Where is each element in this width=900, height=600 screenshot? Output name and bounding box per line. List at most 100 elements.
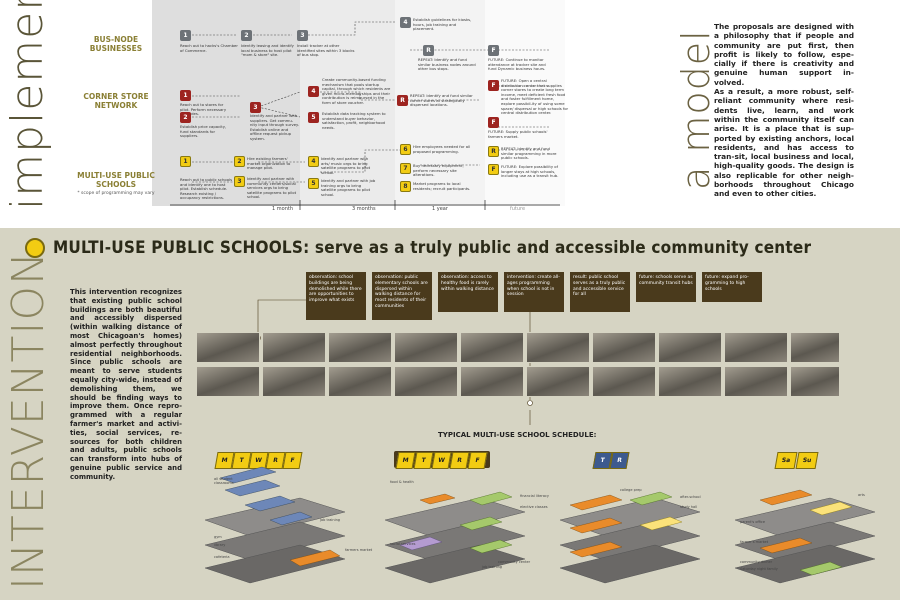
node-ms-8: 8: [400, 181, 411, 192]
intervention-heading-text: MULTI-USE PUBLIC SCHOOLS: serve as a tru…: [53, 238, 812, 258]
observation-box-7: future: expand pro-gramming to high scho…: [702, 272, 762, 302]
school-photo-16: [526, 366, 590, 397]
node-cs-repeat: R: [397, 95, 408, 106]
diagram-label-college-prep: college prep: [620, 488, 642, 492]
school-photo-13: [328, 366, 392, 397]
node-cs-future-1: F: [488, 80, 499, 91]
node-text-cs-3: Identify and partner with suppliers. Get…: [250, 113, 299, 141]
diagram-label-parents-office: parent's office: [740, 520, 765, 524]
school-photo-14: [394, 366, 458, 397]
timeline-band-2: [300, 0, 395, 206]
school-photo-19: [724, 366, 788, 397]
node-text-ms-6: Hire employees needed for all proposed p…: [413, 144, 471, 154]
bullet-dot-icon: [25, 238, 45, 258]
diagram-label-study-hall: study hall: [680, 505, 698, 509]
timeline-label-1-year: 1 year: [432, 206, 448, 212]
diagram-label-elective: elective classes: [520, 505, 548, 509]
row-label-text: MULTI-USE PUBLIC SCHOOLS: [77, 171, 155, 189]
school-photo-20: [790, 366, 840, 397]
school-photo-18: [658, 366, 722, 397]
node-ms-2: 2: [234, 156, 245, 167]
node-ms-6: 6: [400, 144, 411, 155]
observation-box-6: future: schools serve as community trans…: [636, 272, 696, 302]
node-cs-2: 2: [180, 112, 191, 123]
schedule-diagram-after-school: [384, 491, 526, 584]
diagram-label-community-center: community center: [498, 560, 531, 564]
node-text-cs-repeat: REPEAT: Identify and fund similar corner…: [410, 93, 473, 108]
node-ms-3: 3: [234, 176, 245, 187]
node-text-bus-future: FUTURE: Continue to monitor attendance a…: [488, 57, 546, 72]
node-text-ms-1: Reach out to public schools and identify…: [180, 177, 233, 201]
node-bus-2: 2: [241, 30, 252, 41]
school-photo-9: [724, 332, 788, 363]
diagram-label-cafeteria: cafeteria: [214, 555, 230, 559]
node-cs-future-2: F: [488, 117, 499, 128]
intervention-heading: MULTI-USE PUBLIC SCHOOLS: serve as a tru…: [25, 238, 811, 258]
diagram-label-saturday-night: Saturday night family: [740, 567, 778, 571]
diagram-label-job-training: job training: [320, 518, 341, 522]
school-photo-4: [394, 332, 458, 363]
timeline-band-1: [152, 0, 300, 206]
node-cs-3: 3: [250, 102, 261, 113]
node-text-ms-5: Identify and partner with job training o…: [321, 178, 376, 197]
row-label-bus-node: BUS-NODE BUSINESSES: [74, 35, 158, 53]
diagram-label-community-dinner: community dinner: [740, 560, 773, 564]
node-bus-3: 3: [297, 30, 308, 41]
implement-section: implement BUS-NODE BUSINESSES CORNER STO…: [0, 0, 900, 228]
school-photo-10: [790, 332, 840, 363]
observation-box-2: observation: public elementary schools a…: [372, 272, 432, 320]
node-ms-repeat: R: [488, 146, 499, 157]
node-text-bus-1: Reach out to hacks's Chamber of Commerce…: [180, 43, 238, 53]
diagram-label-library: library: [214, 543, 226, 547]
node-ms-1: 1: [180, 156, 191, 167]
row-label-corner-store: CORNER STORE NETWORK: [74, 92, 158, 110]
diagram-label-job-training-2: job training: [482, 565, 503, 569]
row-label-subnote: * scope of programming may vary: [77, 191, 155, 196]
node-text-ms-2: Hire existing farmers' market organizati…: [247, 156, 291, 171]
school-photo-7: [592, 332, 656, 363]
observation-box-5: result: public school serves as a truly …: [570, 272, 630, 312]
school-photo-8: [658, 332, 722, 363]
node-text-cs-4: Create community-based funding mechanism…: [322, 77, 391, 105]
school-photo-5: [460, 332, 524, 363]
node-bus-future: F: [488, 45, 499, 56]
row-label-multi-use: MULTI-USE PUBLIC SCHOOLS * scope of progr…: [74, 171, 158, 198]
row-label-text: CORNER STORE NETWORK: [83, 92, 149, 110]
node-text-ms-repeat: REPEAT: Identify and fund similar progra…: [501, 146, 557, 161]
diagram-label-gym: gym: [214, 535, 222, 539]
timeline-connectors: [170, 21, 560, 210]
node-text-ms-future: FUTURE: Explore possibility of longer st…: [501, 164, 559, 179]
node-cs-5: 5: [308, 112, 319, 123]
schedule-title: TYPICAL MULTI-USE SCHOOL SCHEDULE:: [438, 431, 597, 439]
diagram-label-after-school: after-school: [680, 495, 701, 499]
node-text-bus-repeat: REPEAT: Identify and fund similar busine…: [418, 57, 476, 72]
node-text-ms-8: Market programs to local residents; recr…: [413, 181, 471, 191]
schedule-diagram-weekend: [734, 489, 876, 584]
diagram-label-arts: arts: [858, 493, 865, 497]
node-text-bus-4: Establish guidelines for kiosks, hours, …: [413, 17, 472, 32]
node-bus-repeat: R: [423, 45, 434, 56]
node-cs-1: 1: [180, 90, 191, 101]
school-photo-3: [328, 332, 392, 363]
diagram-label-social-services: social services: [390, 542, 416, 546]
diagram-label-farmers-market: farmers market: [345, 548, 373, 552]
school-photo-17: [592, 366, 656, 397]
node-text-cs-2: Establish price capacity, fund standards…: [180, 124, 227, 139]
diagram-label-financial-literacy: financial literacy: [520, 494, 549, 498]
diagram-label-food-health: food & health: [390, 480, 414, 484]
node-text-bus-2: Identify leasing and identify local busi…: [241, 43, 294, 58]
school-photo-15: [460, 366, 524, 397]
timeline-label-3-months: 3 months: [352, 206, 376, 212]
schedule-diagram-evening: [559, 491, 701, 584]
node-bus-4: 4: [400, 17, 411, 28]
intervention-description: This intervention recognizes that existi…: [70, 288, 182, 481]
node-ms-future: F: [488, 164, 499, 175]
node-text-cs-future-1: FUTURE: Open a central distribution cent…: [501, 78, 569, 116]
node-bus-1: 1: [180, 30, 191, 41]
node-text-ms-4: Identify and partner with arts/ music or…: [321, 156, 371, 175]
observation-box-1: observation: school buildings are being …: [306, 272, 366, 320]
schedule-diagram-weekday: [204, 466, 346, 584]
timeline-label-1-month: 1 month: [272, 206, 293, 212]
school-photo-6: [526, 332, 590, 363]
diagram-label-classrooms: all student classrooms: [214, 477, 234, 485]
